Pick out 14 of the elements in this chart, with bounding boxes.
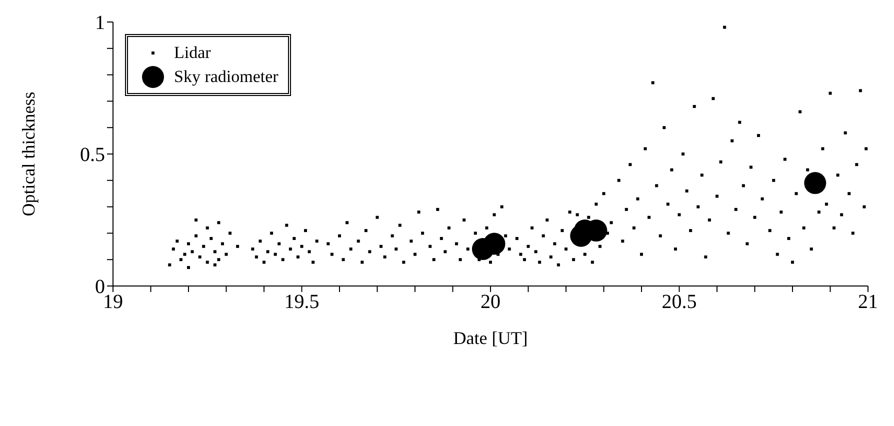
- y-axis-title: Optical thickness: [18, 92, 38, 216]
- x-axis-title: Date [UT]: [453, 328, 528, 348]
- legend-label: Lidar: [174, 43, 211, 63]
- x-tick-label: 19: [103, 291, 123, 314]
- point: [804, 172, 826, 194]
- point: [483, 232, 506, 255]
- y-tick-label: 0.5: [80, 144, 105, 166]
- y-tick-label: 1: [95, 12, 105, 34]
- x-tick-label: 21: [858, 291, 878, 314]
- legend-label: Sky radiometer: [174, 67, 278, 87]
- x-tick-label: 20.5: [662, 291, 697, 314]
- x-tick-label: 19.5: [284, 291, 320, 314]
- x-tick-label: 20: [480, 291, 500, 314]
- y-tick-label: 0: [95, 276, 105, 298]
